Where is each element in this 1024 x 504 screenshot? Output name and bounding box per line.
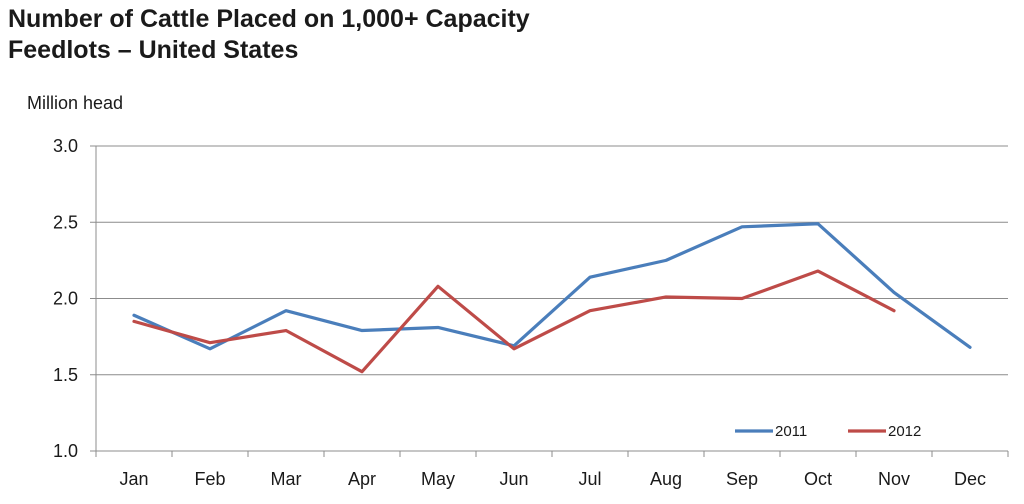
chart-title: Number of Cattle Placed on 1,000+ Capaci…	[8, 4, 530, 66]
y-tick-label: 1.0	[53, 441, 78, 461]
x-tick-labels: Jan Feb Mar Apr May Jun Jul Aug Sep Oct Nov Dec	[119, 469, 986, 489]
x-tick-label: Dec	[954, 469, 986, 489]
x-tick-label: May	[421, 469, 455, 489]
gridlines	[96, 145, 1008, 376]
series-line-2012	[132, 269, 896, 374]
chart-title-line-1: Number of Cattle Placed on 1,000+ Capaci…	[8, 5, 530, 33]
x-tick-label: Jan	[119, 469, 148, 489]
legend-label-2012: 2012	[888, 423, 921, 440]
legend-label-2011: 2011	[775, 423, 807, 440]
x-tick-label: Feb	[194, 469, 225, 489]
x-tick-label: Jul	[578, 469, 601, 489]
series-lines	[132, 222, 972, 374]
x-tick-label: Sep	[726, 469, 758, 489]
legend: 2011 2012	[735, 423, 921, 440]
y-tick-label: 1.5	[53, 365, 78, 385]
y-tick-label: 3.0	[53, 136, 78, 156]
y-tick-label: 2.5	[53, 212, 78, 232]
y-tick-label: 2.0	[53, 289, 78, 309]
y-tick-labels: 1.0 1.5 2.0 2.5 3.0	[53, 136, 78, 461]
series-line-2011	[132, 222, 972, 351]
x-tick-label: Mar	[271, 469, 302, 489]
x-tick-label: Oct	[804, 469, 832, 489]
x-tick-label: Nov	[878, 469, 910, 489]
x-tick-label: Apr	[348, 469, 376, 489]
x-tick-label: Jun	[499, 469, 528, 489]
axes	[90, 145, 1009, 457]
chart-title-line-2: Feedlots – United States	[8, 36, 299, 64]
x-tick-label: Aug	[650, 469, 682, 489]
y-axis-label: Million head	[27, 93, 124, 113]
